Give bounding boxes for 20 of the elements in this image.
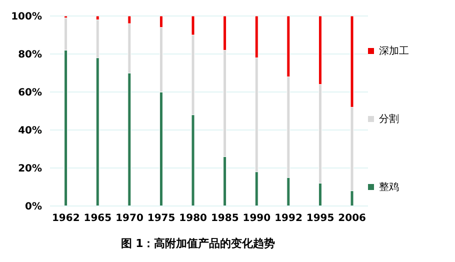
y-tick-label: 0% <box>25 202 42 213</box>
x-tick-label: 2006 <box>338 213 366 224</box>
x-tick-label: 1980 <box>179 213 208 224</box>
y-tick-label: 100% <box>11 12 42 23</box>
y-tick-label: 60% <box>18 88 42 99</box>
legend-label: 整鸡 <box>379 181 399 194</box>
y-tick-label: 20% <box>18 164 42 175</box>
x-tick-label: 1990 <box>242 213 271 224</box>
legend-label: 分割 <box>379 112 399 126</box>
x-tick-label: 1965 <box>84 213 112 224</box>
text: 图 1：高附加值产品的变化趋势 <box>120 236 276 251</box>
x-tick-label: 1992 <box>274 213 302 224</box>
legend-label: 深加工 <box>379 44 409 58</box>
y-tick-label: 80% <box>18 50 42 61</box>
x-tick-label: 1995 <box>306 213 334 224</box>
y-tick-label: 40% <box>18 126 42 137</box>
x-tick-label: 1962 <box>52 213 80 224</box>
x-tick-label: 1970 <box>116 213 144 224</box>
x-tick-label: 1985 <box>210 213 239 224</box>
x-tick-label: 1975 <box>147 213 176 224</box>
